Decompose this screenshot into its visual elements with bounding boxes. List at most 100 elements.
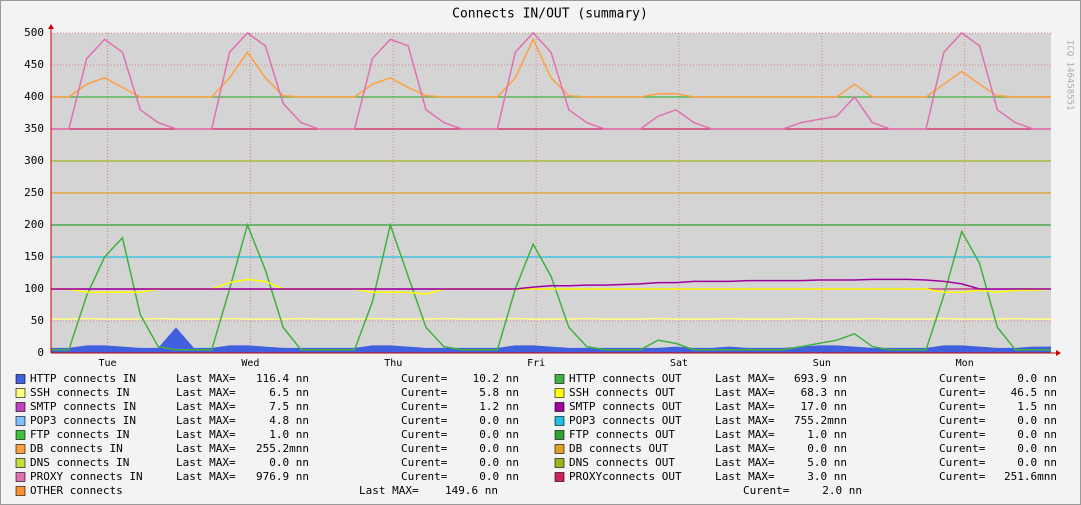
current-value: 1.2 nn xyxy=(479,400,519,413)
current-value: 0.0 nn xyxy=(1017,414,1057,427)
max-value: 149.6 nn xyxy=(445,484,498,497)
y-tick-label: 500 xyxy=(24,26,44,39)
line xyxy=(51,278,1051,290)
legend-label: OTHER connects xyxy=(30,484,123,497)
max-label: Last MAX= xyxy=(176,400,236,413)
y-tick-label: 200 xyxy=(24,218,44,231)
x-tick-label: Sat xyxy=(670,358,688,369)
legend-swatch xyxy=(15,374,26,384)
legend-label: DB connects OUT xyxy=(569,442,669,455)
legend-swatch xyxy=(554,458,565,468)
max-value: 976.9 nn xyxy=(256,470,309,483)
legend-swatch xyxy=(554,374,565,384)
current-value: 0.0 nn xyxy=(479,414,519,427)
max-value: 7.5 nn xyxy=(269,400,309,413)
legend-label: HTTP connects OUT xyxy=(569,372,682,385)
max-value: 68.3 nn xyxy=(801,386,847,399)
current-label: Curent= xyxy=(939,372,986,385)
max-label: Last MAX= xyxy=(176,428,236,441)
max-label: Last MAX= xyxy=(715,400,775,413)
y-tick-label: 300 xyxy=(24,154,44,167)
current-label: Curent= xyxy=(401,372,448,385)
y-tick-label: 250 xyxy=(24,186,44,199)
legend-swatch xyxy=(554,416,565,426)
plot xyxy=(51,31,1052,354)
line xyxy=(51,37,1051,98)
max-value: 4.8 nn xyxy=(269,414,309,427)
max-value: 5.0 nn xyxy=(807,456,847,469)
max-label: Last MAX= xyxy=(715,428,775,441)
current-label: Curent= xyxy=(939,428,986,441)
line xyxy=(51,278,1052,295)
x-tick-label: Sun xyxy=(813,358,831,369)
current-label: Curent= xyxy=(939,470,986,483)
x-tick-label: Wed xyxy=(241,358,259,369)
current-label: Curent= xyxy=(939,456,986,469)
max-label: Last MAX= xyxy=(715,442,775,455)
legend-swatch xyxy=(554,388,565,398)
legend-label: PROXY connects IN xyxy=(30,470,143,483)
legend-label: FTP connects OUT xyxy=(569,428,675,441)
current-label: Curent= xyxy=(401,386,448,399)
legend-label: POP3 connects OUT xyxy=(569,414,682,427)
current-value: 0.0 nn xyxy=(479,428,519,441)
max-label: Last MAX= xyxy=(176,442,236,455)
max-label: Last MAX= xyxy=(715,470,775,483)
max-value: 1.0 nn xyxy=(807,428,847,441)
max-label: Last MAX= xyxy=(176,372,236,385)
current-label: Curent= xyxy=(401,414,448,427)
current-label: Curent= xyxy=(939,386,986,399)
current-label: Curent= xyxy=(401,456,448,469)
x-arrow xyxy=(1056,350,1061,356)
max-value: 0.0 nn xyxy=(269,456,309,469)
current-value: 1.5 nn xyxy=(1017,400,1057,413)
current-value: 0.0 nn xyxy=(479,470,519,483)
current-value: 251.6mnn xyxy=(1004,470,1057,483)
max-value: 17.0 nn xyxy=(801,400,847,413)
side-note: ICQ 146458551 xyxy=(1065,40,1075,110)
current-label: Curent= xyxy=(743,484,790,497)
max-label: Last MAX= xyxy=(715,456,775,469)
chart-title: Connects IN/OUT (summary) xyxy=(452,7,648,22)
current-label: Curent= xyxy=(939,442,986,455)
max-label: Last MAX= xyxy=(715,386,775,399)
max-label: Last MAX= xyxy=(359,484,419,497)
legend-label: FTP connects IN xyxy=(30,428,129,441)
x-tick-label: Fri xyxy=(527,358,545,369)
max-label: Last MAX= xyxy=(176,386,236,399)
max-value: 693.9 nn xyxy=(794,372,847,385)
current-value: 10.2 nn xyxy=(473,372,519,385)
legend-swatch xyxy=(15,458,26,468)
legend-swatch xyxy=(554,402,565,412)
legend-swatch xyxy=(554,430,565,440)
line xyxy=(51,31,1051,130)
current-value: 0.0 nn xyxy=(1017,442,1057,455)
current-value: 2.0 nn xyxy=(822,484,862,497)
legend-swatch xyxy=(554,444,565,454)
current-label: Curent= xyxy=(939,400,986,413)
x-tick-label: Thu xyxy=(384,358,402,369)
y-arrow xyxy=(48,24,54,29)
legend-label: SSH connects OUT xyxy=(569,386,675,399)
line xyxy=(51,222,1051,351)
max-value: 755.2mnn xyxy=(794,414,847,427)
max-label: Last MAX= xyxy=(715,372,775,385)
y-tick-label: 0 xyxy=(37,346,44,359)
legend-label: SMTP connects IN xyxy=(30,400,136,413)
x-tick-label: Tue xyxy=(99,358,117,369)
legend-swatch xyxy=(15,388,26,398)
current-label: Curent= xyxy=(939,414,986,427)
max-value: 6.5 nn xyxy=(269,386,309,399)
legend-label: POP3 connects IN xyxy=(30,414,136,427)
legend-label: DB connects IN xyxy=(30,442,123,455)
legend-swatch xyxy=(15,402,26,412)
legend-label: SSH connects IN xyxy=(30,386,129,399)
legend-label: HTTP connects IN xyxy=(30,372,136,385)
current-label: Curent= xyxy=(401,442,448,455)
legend-label: DNS connects OUT xyxy=(569,456,675,469)
line xyxy=(51,317,1051,320)
legend-label: PROXYconnects OUT xyxy=(569,470,682,483)
current-value: 0.0 nn xyxy=(1017,372,1057,385)
current-value: 46.5 nn xyxy=(1011,386,1057,399)
y-tick-label: 450 xyxy=(24,58,44,71)
